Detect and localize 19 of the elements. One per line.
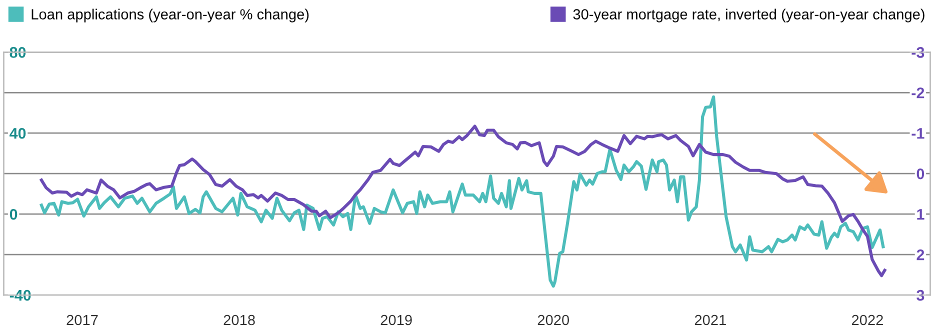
x-tick-label: 2019 <box>380 314 412 326</box>
x-tick-label: 2017 <box>66 314 98 326</box>
line-series <box>40 95 885 288</box>
x-tick-label: 2022 <box>852 314 883 326</box>
y-tick-label: 40 <box>10 128 26 139</box>
y-tick-label: 0 <box>10 208 18 220</box>
legend-label: 30-year mortgage rate, inverted (year-on-year change) <box>573 8 924 22</box>
y2-tick-label: -1 <box>912 128 924 139</box>
y2-tick-label: 2 <box>916 249 924 260</box>
x-tick-label: 2018 <box>224 314 255 326</box>
y-tick-label: 80 <box>10 47 26 58</box>
line-series <box>40 124 886 278</box>
y2-tick-label: -2 <box>912 88 924 98</box>
x-tick-label: 2021 <box>694 314 726 326</box>
y2-tick-label: 1 <box>917 209 924 220</box>
y2-tick-label: 0 <box>916 168 924 180</box>
legend-label: Loan applications (year-on-year % change) <box>32 8 309 22</box>
x-tick-label: 2020 <box>538 314 570 326</box>
y2-tick-label: -3 <box>912 47 924 58</box>
